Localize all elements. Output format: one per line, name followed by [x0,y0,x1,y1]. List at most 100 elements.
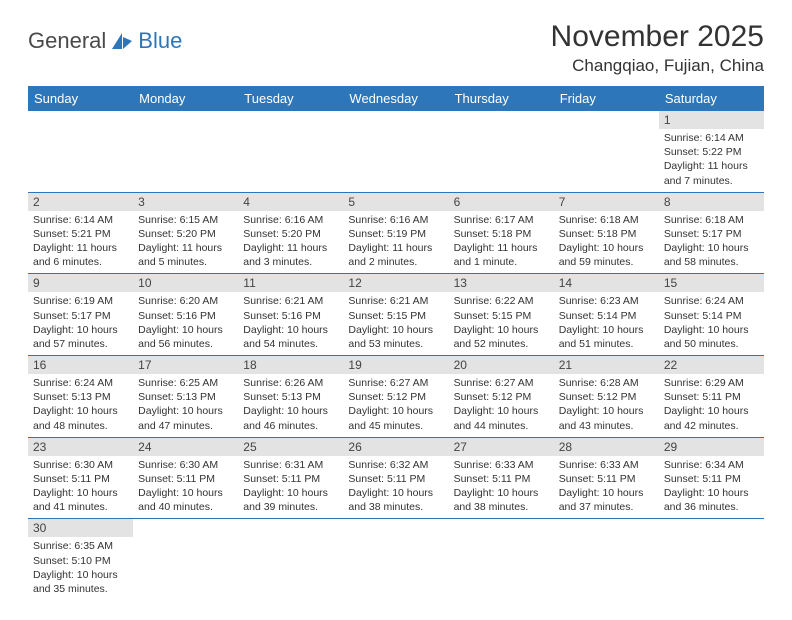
day-cell: 1Sunrise: 6:14 AMSunset: 5:22 PMDaylight… [659,111,764,192]
day-number: 2 [28,193,133,211]
day-header: Sunday [28,86,133,111]
day-number: 20 [449,356,554,374]
header: General Blue November 2025 Changqiao, Fu… [28,20,764,76]
day-info: Sunrise: 6:20 AMSunset: 5:16 PMDaylight:… [133,292,238,355]
day-info: Sunrise: 6:30 AMSunset: 5:11 PMDaylight:… [28,456,133,519]
day-cell: 4Sunrise: 6:16 AMSunset: 5:20 PMDaylight… [238,192,343,274]
day-cell: 22Sunrise: 6:29 AMSunset: 5:11 PMDayligh… [659,356,764,438]
day-info: Sunrise: 6:24 AMSunset: 5:13 PMDaylight:… [28,374,133,437]
day-info: Sunrise: 6:21 AMSunset: 5:16 PMDaylight:… [238,292,343,355]
day-number: 27 [449,438,554,456]
day-cell [554,111,659,192]
day-cell: 7Sunrise: 6:18 AMSunset: 5:18 PMDaylight… [554,192,659,274]
day-number: 28 [554,438,659,456]
day-info: Sunrise: 6:21 AMSunset: 5:15 PMDaylight:… [343,292,448,355]
day-number: 1 [659,111,764,129]
day-info: Sunrise: 6:34 AMSunset: 5:11 PMDaylight:… [659,456,764,519]
day-info: Sunrise: 6:26 AMSunset: 5:13 PMDaylight:… [238,374,343,437]
day-number: 8 [659,193,764,211]
day-number: 30 [28,519,133,537]
day-cell: 25Sunrise: 6:31 AMSunset: 5:11 PMDayligh… [238,437,343,519]
day-cell: 19Sunrise: 6:27 AMSunset: 5:12 PMDayligh… [343,356,448,438]
day-number: 12 [343,274,448,292]
day-cell: 21Sunrise: 6:28 AMSunset: 5:12 PMDayligh… [554,356,659,438]
day-info: Sunrise: 6:33 AMSunset: 5:11 PMDaylight:… [449,456,554,519]
day-cell [238,519,343,600]
day-cell: 13Sunrise: 6:22 AMSunset: 5:15 PMDayligh… [449,274,554,356]
day-info: Sunrise: 6:17 AMSunset: 5:18 PMDaylight:… [449,211,554,274]
day-cell: 27Sunrise: 6:33 AMSunset: 5:11 PMDayligh… [449,437,554,519]
day-number: 15 [659,274,764,292]
day-number: 29 [659,438,764,456]
day-number: 6 [449,193,554,211]
day-number: 23 [28,438,133,456]
day-cell: 9Sunrise: 6:19 AMSunset: 5:17 PMDaylight… [28,274,133,356]
day-number: 19 [343,356,448,374]
day-number: 16 [28,356,133,374]
day-number: 21 [554,356,659,374]
day-cell: 28Sunrise: 6:33 AMSunset: 5:11 PMDayligh… [554,437,659,519]
day-cell [554,519,659,600]
day-cell: 14Sunrise: 6:23 AMSunset: 5:14 PMDayligh… [554,274,659,356]
day-info: Sunrise: 6:18 AMSunset: 5:17 PMDaylight:… [659,211,764,274]
day-cell: 18Sunrise: 6:26 AMSunset: 5:13 PMDayligh… [238,356,343,438]
day-info: Sunrise: 6:30 AMSunset: 5:11 PMDaylight:… [133,456,238,519]
day-number: 10 [133,274,238,292]
day-info: Sunrise: 6:14 AMSunset: 5:22 PMDaylight:… [659,129,764,192]
logo-text-general: General [28,28,106,54]
day-cell [659,519,764,600]
day-info: Sunrise: 6:35 AMSunset: 5:10 PMDaylight:… [28,537,133,600]
day-header: Tuesday [238,86,343,111]
calendar-page: General Blue November 2025 Changqiao, Fu… [0,0,792,620]
day-info: Sunrise: 6:28 AMSunset: 5:12 PMDaylight:… [554,374,659,437]
day-number: 18 [238,356,343,374]
day-cell [343,519,448,600]
day-number: 14 [554,274,659,292]
day-number: 17 [133,356,238,374]
day-info: Sunrise: 6:32 AMSunset: 5:11 PMDaylight:… [343,456,448,519]
day-info: Sunrise: 6:19 AMSunset: 5:17 PMDaylight:… [28,292,133,355]
day-header: Monday [133,86,238,111]
day-number: 4 [238,193,343,211]
week-row: 23Sunrise: 6:30 AMSunset: 5:11 PMDayligh… [28,437,764,519]
day-cell: 20Sunrise: 6:27 AMSunset: 5:12 PMDayligh… [449,356,554,438]
day-info: Sunrise: 6:16 AMSunset: 5:19 PMDaylight:… [343,211,448,274]
day-info: Sunrise: 6:14 AMSunset: 5:21 PMDaylight:… [28,211,133,274]
day-cell: 6Sunrise: 6:17 AMSunset: 5:18 PMDaylight… [449,192,554,274]
day-header: Wednesday [343,86,448,111]
day-number: 7 [554,193,659,211]
day-cell: 10Sunrise: 6:20 AMSunset: 5:16 PMDayligh… [133,274,238,356]
day-cell: 30Sunrise: 6:35 AMSunset: 5:10 PMDayligh… [28,519,133,600]
day-cell: 12Sunrise: 6:21 AMSunset: 5:15 PMDayligh… [343,274,448,356]
day-info: Sunrise: 6:25 AMSunset: 5:13 PMDaylight:… [133,374,238,437]
day-cell [28,111,133,192]
calendar-body: 1Sunrise: 6:14 AMSunset: 5:22 PMDaylight… [28,111,764,600]
day-info: Sunrise: 6:29 AMSunset: 5:11 PMDaylight:… [659,374,764,437]
day-cell: 15Sunrise: 6:24 AMSunset: 5:14 PMDayligh… [659,274,764,356]
day-number: 13 [449,274,554,292]
day-cell: 8Sunrise: 6:18 AMSunset: 5:17 PMDaylight… [659,192,764,274]
day-number: 25 [238,438,343,456]
week-row: 30Sunrise: 6:35 AMSunset: 5:10 PMDayligh… [28,519,764,600]
day-cell: 29Sunrise: 6:34 AMSunset: 5:11 PMDayligh… [659,437,764,519]
day-cell: 3Sunrise: 6:15 AMSunset: 5:20 PMDaylight… [133,192,238,274]
day-info: Sunrise: 6:16 AMSunset: 5:20 PMDaylight:… [238,211,343,274]
day-cell [449,519,554,600]
day-cell: 24Sunrise: 6:30 AMSunset: 5:11 PMDayligh… [133,437,238,519]
location: Changqiao, Fujian, China [551,56,764,76]
month-title: November 2025 [551,20,764,54]
day-cell: 16Sunrise: 6:24 AMSunset: 5:13 PMDayligh… [28,356,133,438]
day-cell: 11Sunrise: 6:21 AMSunset: 5:16 PMDayligh… [238,274,343,356]
logo-sail-icon [110,31,134,51]
day-cell [133,519,238,600]
day-number: 11 [238,274,343,292]
week-row: 1Sunrise: 6:14 AMSunset: 5:22 PMDaylight… [28,111,764,192]
week-row: 2Sunrise: 6:14 AMSunset: 5:21 PMDaylight… [28,192,764,274]
day-info: Sunrise: 6:27 AMSunset: 5:12 PMDaylight:… [343,374,448,437]
day-number: 26 [343,438,448,456]
day-cell [343,111,448,192]
day-info: Sunrise: 6:33 AMSunset: 5:11 PMDaylight:… [554,456,659,519]
day-info: Sunrise: 6:31 AMSunset: 5:11 PMDaylight:… [238,456,343,519]
week-row: 9Sunrise: 6:19 AMSunset: 5:17 PMDaylight… [28,274,764,356]
day-info: Sunrise: 6:23 AMSunset: 5:14 PMDaylight:… [554,292,659,355]
